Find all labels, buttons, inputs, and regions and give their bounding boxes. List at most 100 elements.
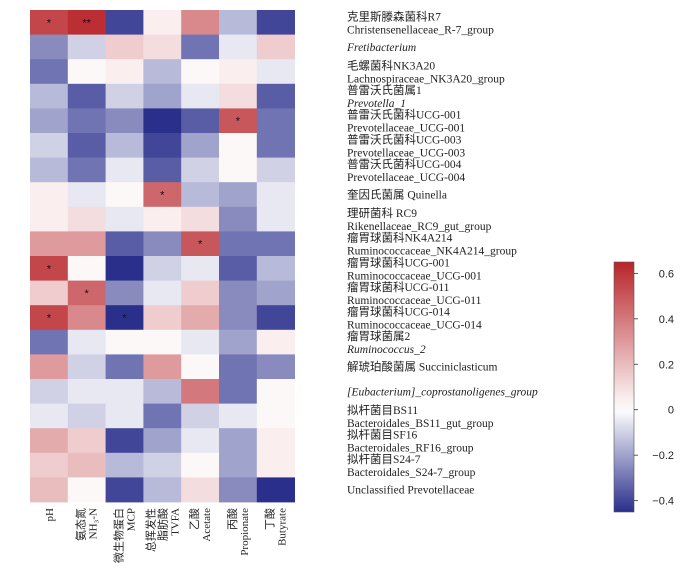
heatmap-cell (256, 157, 295, 183)
row-label: Ruminococcus_2 (346, 344, 426, 356)
heatmap-cell (219, 403, 258, 429)
heatmap-cell (219, 477, 258, 503)
row-label: 瘤胃球菌属2 (347, 329, 410, 343)
row-label: 瘤胃球菌科UCG-014 (347, 305, 450, 319)
row-label: 克里斯滕森菌科R7 (347, 9, 441, 23)
heatmap-cell (143, 182, 182, 208)
heatmap-cell (143, 354, 182, 380)
heatmap-cell (67, 280, 106, 306)
heatmap-cell (30, 59, 69, 85)
heatmap-cell (143, 206, 182, 232)
heatmap-cell (105, 354, 144, 380)
heatmap-cell (67, 428, 106, 454)
significance-star: * (122, 313, 127, 325)
heatmap-cell (219, 108, 258, 134)
heatmap-cell (181, 34, 220, 60)
heatmap-cell (105, 403, 144, 429)
row-label: 解琥珀酸菌属 Succiniclasticum (347, 360, 497, 374)
heatmap-cell (105, 305, 144, 331)
heatmap-cell (30, 133, 69, 158)
heatmap-cell (219, 280, 258, 306)
row-label: Bacteroidales_S24-7_group (347, 467, 476, 479)
heatmap-cell (30, 206, 69, 232)
significance-star: * (85, 288, 90, 300)
column-label: 丙酸 (225, 508, 239, 530)
heatmap-cell (105, 452, 144, 478)
significance-star: * (47, 313, 52, 325)
heatmap-cell (67, 256, 106, 281)
heatmap-cell (256, 452, 295, 478)
column-label: Acetate (201, 508, 213, 542)
heatmap-cell (219, 305, 258, 331)
heatmap-cell (143, 108, 182, 134)
heatmap-cell (256, 305, 295, 331)
heatmap-cell (143, 256, 182, 281)
row-label: Ruminococcaceae_NK4A214_group (347, 246, 517, 258)
heatmap-cell (105, 182, 144, 208)
heatmap-cell (67, 34, 106, 60)
heatmap-cell (219, 83, 258, 109)
column-label: 脂肪酸 (155, 508, 169, 541)
heatmap-cell (256, 182, 295, 208)
row-label: Fretibacterium (346, 42, 416, 54)
row-label: 普雷沃氏菌科UCG-001 (347, 108, 462, 122)
colorbar-legend: −0.4 −0.2 0 0.2 0.4 0.6 (613, 261, 674, 513)
heatmap-cell (256, 403, 295, 429)
heatmap-cell (219, 59, 258, 85)
row-label: Christensenellaceae_R-7_group (347, 24, 494, 36)
heatmap-cell (256, 256, 295, 281)
row-label: Prevotellaceae_UCG-004 (347, 172, 465, 184)
column-label: Propionate (239, 508, 251, 556)
heatmap-cell (67, 83, 106, 109)
heatmap-cell (143, 280, 182, 306)
row-label: Bacteroidales_RF16_group (347, 443, 474, 455)
heatmap-cell (181, 477, 220, 503)
column-label: MCP (126, 508, 138, 531)
row-label: Bacteroidales_BS11_gut_group (347, 418, 494, 430)
heatmap-cell (105, 10, 144, 35)
heatmap-cell (143, 231, 182, 257)
column-label: NH₃-N (88, 508, 100, 539)
heatmap-cell (219, 256, 258, 281)
heatmap-cell (256, 428, 295, 454)
heatmap-cell (256, 108, 295, 134)
heatmap-cell (181, 133, 220, 158)
heatmap-cell (30, 329, 69, 355)
heatmap-cell (219, 428, 258, 454)
heatmap-cell (30, 477, 69, 503)
heatmap-cell (143, 379, 182, 404)
heatmap-cell (105, 231, 144, 257)
significance-star: * (236, 116, 241, 128)
heatmap-cell (105, 108, 144, 134)
heatmap-cell (67, 354, 106, 380)
heatmap-cell (67, 231, 106, 257)
significance-star: * (47, 17, 52, 29)
heatmap-cell (256, 354, 295, 380)
heatmap-cell (143, 10, 182, 35)
row-label: 普雷沃氏菌科UCG-003 (347, 132, 462, 146)
heatmap-cell (181, 182, 220, 208)
heatmap-cell (219, 10, 258, 35)
heatmap-cell (105, 59, 144, 85)
colorbar-tick-label: 0 (668, 405, 674, 417)
heatmap-cell (67, 329, 106, 355)
heatmap-cell (105, 83, 144, 109)
heatmap-cell (30, 182, 69, 208)
heatmap-cell (105, 477, 144, 503)
heatmap-cell (256, 206, 295, 232)
heatmap-cell (67, 379, 106, 404)
heatmap-cell (30, 83, 69, 109)
row-label: [Eubacterium]_coprostanoligenes_group (347, 386, 538, 398)
heatmap-cell (219, 354, 258, 380)
heatmap-cell (30, 354, 69, 380)
heatmap-cell (67, 157, 106, 183)
row-label: 普雷沃氏菌科UCG-004 (347, 157, 462, 171)
heatmap-cell (256, 133, 295, 158)
heatmap-cell (181, 329, 220, 355)
column-label: 微生物蛋白 (112, 508, 126, 563)
significance-star: * (47, 263, 52, 275)
row-label: Unclassified Prevotellaceae (347, 485, 474, 497)
heatmap-cell (143, 34, 182, 60)
heatmap-cell (30, 305, 69, 331)
heatmap-cell (181, 305, 220, 331)
